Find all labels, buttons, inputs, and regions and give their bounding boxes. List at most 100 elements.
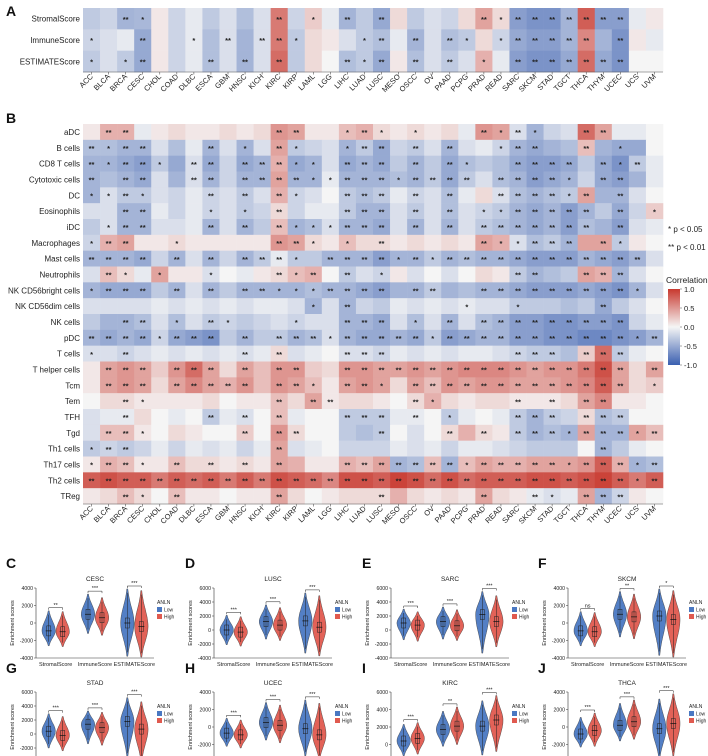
heatmap-A: ** * ** * ** ** ** * ** ** ** ** ** ** **StromalScore*…	[20, 8, 664, 94]
heatmap-cell	[373, 282, 391, 299]
significance-mark: **	[276, 58, 282, 67]
heatmap-cell	[270, 393, 289, 410]
heatmap-cell	[509, 8, 527, 30]
significance-mark: **	[617, 318, 623, 327]
heatmap-cell	[100, 155, 118, 172]
significance-mark: **	[174, 366, 180, 375]
heatmap-cell	[236, 329, 254, 346]
heatmap-cell	[168, 361, 186, 378]
significance-mark: **	[396, 461, 402, 470]
heatmap-cell	[475, 488, 493, 505]
significance-mark: **	[123, 397, 129, 406]
significance-mark: *	[312, 15, 315, 24]
heatmap-cell	[338, 361, 357, 378]
heatmap-cell	[83, 345, 101, 362]
heatmap-cell	[151, 29, 169, 51]
heatmap-cell	[611, 472, 630, 489]
heatmap-cell	[594, 314, 613, 331]
heatmap-cell	[543, 409, 561, 426]
col-label: PRAD	[466, 72, 488, 94]
heatmap-cell	[287, 298, 306, 315]
heatmap-cell	[628, 139, 647, 156]
x-tick-label: StromalScore	[39, 662, 72, 668]
heatmap-cell	[475, 203, 493, 220]
heatmap-cell	[407, 29, 425, 51]
heatmap-cell	[287, 424, 306, 441]
heatmap-cell	[475, 29, 493, 51]
row-label: iDC	[67, 223, 81, 232]
heatmap-cell	[611, 171, 630, 188]
heatmap-cell	[509, 298, 527, 315]
heatmap-cell	[373, 329, 391, 346]
significance-bracket	[619, 588, 635, 591]
heatmap-cell	[287, 440, 306, 457]
significance-mark: **	[600, 476, 606, 485]
y-tick-label: 0	[385, 628, 388, 634]
heatmap-cell	[645, 266, 664, 283]
heatmap-cell	[134, 219, 152, 236]
significance-mark: **	[566, 476, 572, 485]
heatmap-cell	[458, 456, 476, 473]
heatmap-cell	[543, 393, 561, 410]
heatmap-cell	[321, 298, 340, 315]
heatmap-cell	[492, 409, 510, 426]
significance-mark: **	[617, 476, 623, 485]
significance-mark: **	[276, 366, 282, 375]
heatmap-cell	[526, 139, 544, 156]
significance-mark: **	[549, 476, 555, 485]
row-label: Th17 cells	[44, 460, 80, 469]
significance-mark: **	[140, 381, 146, 390]
significance-mark: **	[123, 366, 129, 375]
heatmap-cell	[628, 329, 647, 346]
heatmap-cell	[424, 282, 442, 299]
legend-label: High	[519, 719, 530, 725]
significance-mark: **	[498, 176, 504, 185]
heatmap-cell	[441, 219, 459, 236]
heatmap-cell	[304, 50, 323, 73]
significance-mark: **	[549, 36, 555, 45]
significance-mark: **	[481, 15, 487, 24]
legend-label: High	[519, 615, 530, 621]
heatmap-cell	[628, 187, 647, 204]
significance-mark: **	[498, 286, 504, 295]
heatmap-cell	[509, 488, 527, 505]
heatmap-cell	[509, 155, 527, 172]
heatmap-cell	[134, 377, 152, 394]
heatmap-cell	[492, 424, 510, 441]
significance-mark: **	[481, 476, 487, 485]
heatmap-cell	[577, 440, 596, 457]
significance-mark: **	[413, 476, 419, 485]
legend-swatch	[512, 607, 517, 612]
heatmap-cell	[373, 345, 391, 362]
significance-mark: *	[312, 239, 315, 248]
heatmap-cell	[304, 266, 323, 283]
heatmap-cell	[304, 488, 323, 505]
heatmap-cell	[458, 171, 476, 188]
x-tick-label: ImmuneScore	[78, 662, 112, 668]
significance-mark: **	[464, 176, 470, 185]
heatmap-cell	[321, 171, 340, 188]
heatmap-cell	[543, 203, 561, 220]
heatmap-cell	[338, 314, 357, 331]
significance-mark: **	[208, 366, 214, 375]
significance-mark: *	[329, 176, 332, 185]
heatmap-cell	[560, 203, 579, 220]
significance-mark: **	[208, 176, 214, 185]
heatmap-cell	[236, 440, 254, 457]
chart-title: CESC	[86, 576, 104, 583]
significance-mark: **	[106, 476, 112, 485]
significance-bracket	[48, 710, 63, 713]
significance-mark: *	[295, 36, 298, 45]
heatmap-cell	[236, 266, 254, 283]
significance-mark: **	[396, 476, 402, 485]
significance-bracket	[442, 703, 458, 706]
significance-mark: **	[430, 176, 436, 185]
significance-mark: *	[346, 239, 349, 248]
heatmap-cell	[645, 219, 664, 236]
legend-swatch	[512, 711, 517, 716]
heatmap-cell	[526, 329, 544, 346]
heatmap-cell	[509, 171, 527, 188]
significance-mark: **	[344, 318, 350, 327]
heatmap-cell	[168, 298, 186, 315]
heatmap-cell	[219, 472, 237, 489]
